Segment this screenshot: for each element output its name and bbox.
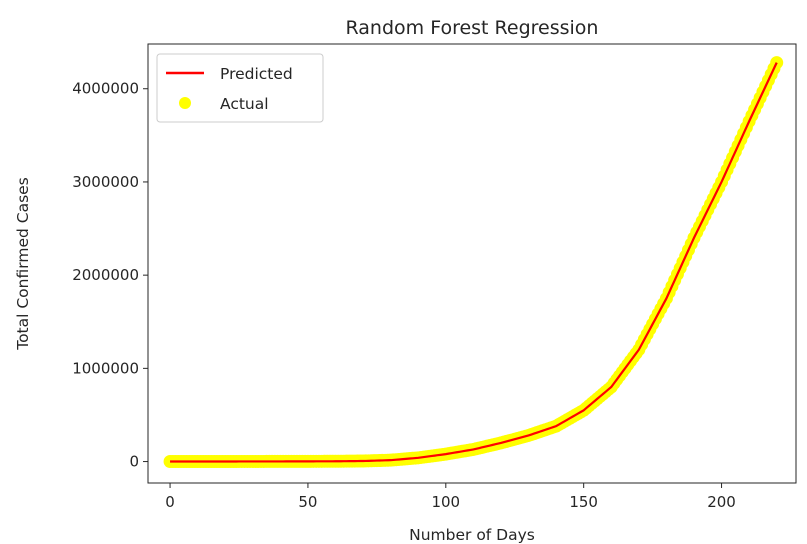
- x-tick-label: 100: [431, 493, 460, 511]
- y-tick-label: 3000000: [72, 173, 139, 191]
- x-tick-label: 50: [298, 493, 317, 511]
- y-tick-label: 1000000: [72, 359, 139, 377]
- chart-title: Random Forest Regression: [346, 17, 599, 39]
- legend-box: [156, 53, 324, 123]
- x-tick-label: 150: [569, 493, 598, 511]
- y-axis-title: Total Confirmed Cases: [14, 177, 32, 351]
- plot-marks: [163, 56, 784, 469]
- x-tick-label: 200: [707, 493, 736, 511]
- y-tick-label: 4000000: [72, 80, 139, 98]
- y-tick-label: 0: [129, 453, 139, 471]
- x-tick-label: 0: [165, 493, 175, 511]
- predicted-line: [170, 62, 778, 463]
- x-axis-title: Number of Days: [409, 526, 535, 544]
- legend-label-actual: Actual: [220, 95, 269, 113]
- legend-swatch-actual: [179, 97, 191, 109]
- x-axis: 0 50 100 150 200: [165, 483, 736, 511]
- plot-frame: [147, 43, 797, 484]
- y-axis: 0 1000000 2000000 3000000 4000000: [72, 80, 148, 471]
- legend-label-predicted: Predicted: [220, 65, 293, 83]
- y-tick-label: 2000000: [72, 266, 139, 284]
- legend: Predicted Actual: [156, 53, 324, 123]
